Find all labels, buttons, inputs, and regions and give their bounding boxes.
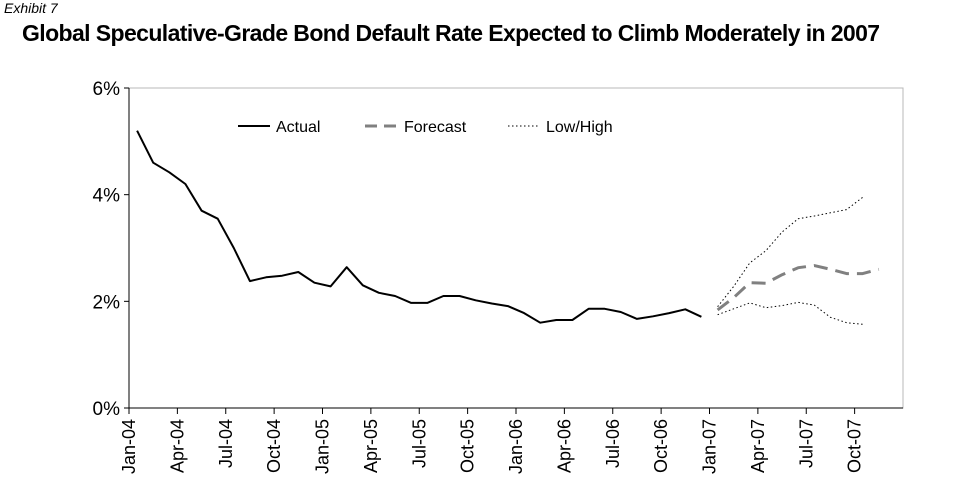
- series-line-low-high-low: [717, 301, 863, 325]
- x-tick-label: Jul-05: [409, 419, 429, 468]
- x-tick-label: Jul-06: [603, 419, 623, 468]
- y-tick-label: 2%: [93, 292, 121, 313]
- y-tick-label: 0%: [93, 399, 121, 420]
- legend: Actual Forecast Low/High: [238, 119, 613, 136]
- y-axis-ticks: 0% 2% 4% 6%: [93, 79, 129, 420]
- x-tick-label: Apr-04: [167, 419, 187, 473]
- x-tick-label: Apr-06: [554, 419, 574, 473]
- x-tick-label: Apr-07: [748, 419, 768, 473]
- plot-area: [128, 87, 904, 409]
- x-tick-label: Jan-07: [700, 419, 720, 474]
- x-tick-label: Oct-04: [264, 419, 284, 473]
- x-axis-ticks: Jan-04 Apr-04 Jul-04 Oct-04 Jan-05 Apr-05 Jul-…: [119, 408, 865, 474]
- x-tick-label: Jul-07: [796, 419, 816, 468]
- series-layer: [136, 130, 880, 325]
- legend-label: Low/High: [546, 119, 613, 136]
- chart-title: Global Speculative-Grade Bond Default Ra…: [22, 20, 880, 46]
- x-tick-label: Jan-05: [313, 419, 333, 474]
- x-tick-label: Jan-06: [506, 419, 526, 474]
- legend-label: Actual: [276, 119, 320, 136]
- y-tick-label: 6%: [93, 79, 121, 100]
- y-tick-label: 4%: [93, 186, 121, 207]
- exhibit-label: Exhibit 7: [4, 0, 58, 16]
- x-tick-label: Jan-04: [119, 419, 139, 474]
- series-line-actual: [136, 130, 702, 324]
- series-line-low-high-high: [717, 196, 864, 308]
- x-tick-label: Jul-04: [216, 419, 236, 468]
- series-line-forecast: [716, 264, 880, 312]
- x-tick-label: Apr-05: [361, 419, 381, 473]
- plot-frame: [128, 87, 904, 409]
- legend-label: Forecast: [404, 119, 467, 136]
- x-tick-label: Oct-05: [458, 419, 478, 473]
- x-tick-label: Oct-06: [651, 419, 671, 473]
- x-tick-label: Oct-07: [845, 419, 865, 473]
